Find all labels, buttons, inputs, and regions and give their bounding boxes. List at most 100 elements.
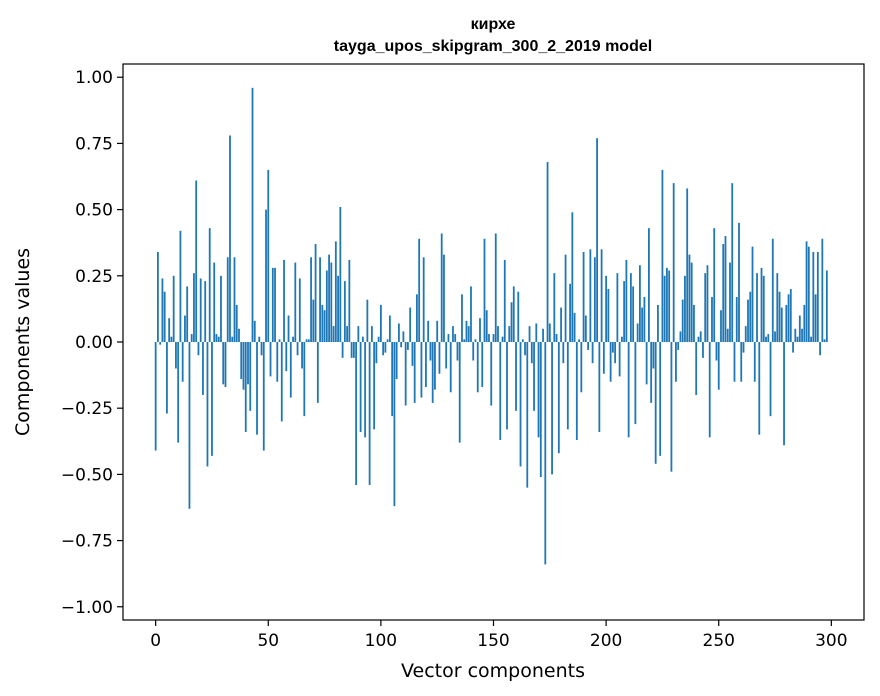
- y-tick-label: 0.25: [75, 267, 113, 287]
- bar: [294, 262, 297, 342]
- bar: [686, 188, 689, 342]
- bar: [765, 336, 767, 342]
- bar: [427, 320, 430, 342]
- bar: [289, 342, 292, 398]
- bar: [175, 342, 177, 369]
- bar: [163, 291, 166, 342]
- bar: [298, 278, 301, 342]
- bar: [805, 241, 808, 342]
- bar: [648, 228, 650, 342]
- bar: [224, 342, 227, 388]
- bar: [720, 310, 722, 342]
- bar: [443, 254, 445, 342]
- bar: [699, 331, 702, 342]
- bar: [517, 291, 520, 342]
- chart-title: кирхе: [471, 16, 516, 33]
- bar: [753, 342, 756, 382]
- bar: [314, 244, 317, 342]
- bar: [555, 334, 558, 342]
- bar: [537, 342, 540, 438]
- bar: [566, 342, 569, 430]
- bar: [553, 273, 556, 342]
- bar: [731, 183, 734, 342]
- bar: [431, 342, 434, 403]
- bar: [260, 342, 263, 356]
- bar: [675, 342, 677, 382]
- bar: [492, 334, 495, 342]
- bar: [711, 296, 713, 342]
- bar: [454, 334, 457, 342]
- bar: [796, 336, 799, 342]
- bar: [639, 265, 641, 342]
- bar: [416, 294, 418, 342]
- bar: [771, 238, 774, 342]
- bar: [220, 275, 222, 342]
- bar: [472, 342, 475, 361]
- bar: [287, 315, 290, 342]
- bar: [693, 304, 695, 342]
- bar: [812, 251, 815, 342]
- bar: [564, 254, 567, 342]
- bar: [368, 342, 371, 485]
- x-tick-label: 300: [815, 631, 847, 651]
- bar: [535, 323, 538, 342]
- bar: [497, 326, 499, 342]
- bar: [262, 342, 265, 451]
- bar: [778, 291, 781, 342]
- bar: [461, 294, 463, 342]
- bar: [591, 342, 594, 364]
- bar: [706, 265, 709, 342]
- bar: [814, 294, 817, 342]
- x-tick-label: 250: [703, 631, 735, 651]
- bar: [654, 342, 657, 464]
- bar: [366, 299, 369, 342]
- bar: [337, 275, 339, 342]
- bar: [645, 342, 648, 385]
- bar: [222, 342, 225, 385]
- bar: [609, 342, 612, 382]
- bar: [316, 342, 319, 403]
- bar: [821, 238, 824, 342]
- bar: [681, 299, 684, 342]
- bar: [301, 342, 303, 369]
- bar: [319, 257, 321, 342]
- bar: [181, 342, 184, 382]
- bar: [546, 161, 549, 342]
- bar: [449, 342, 452, 393]
- bar: [758, 342, 761, 435]
- bar: [724, 236, 727, 342]
- bar: [785, 304, 788, 342]
- bar: [325, 270, 328, 342]
- bar: [202, 342, 204, 395]
- bar: [208, 228, 211, 342]
- y-tick-label: 1.00: [75, 68, 113, 88]
- bar: [296, 342, 299, 356]
- bar: [244, 342, 247, 433]
- bar: [607, 289, 610, 342]
- bar: [211, 342, 213, 456]
- bar: [258, 336, 261, 342]
- bar: [168, 318, 171, 342]
- bar: [269, 342, 272, 377]
- bar: [467, 326, 470, 342]
- bar: [321, 304, 324, 342]
- bar: [825, 270, 828, 342]
- bar: [580, 342, 583, 393]
- bar: [217, 336, 220, 342]
- bar: [407, 342, 409, 350]
- bar: [526, 342, 529, 488]
- bar: [632, 286, 635, 342]
- bar: [792, 342, 794, 353]
- bar: [506, 342, 508, 430]
- bar: [355, 342, 358, 485]
- bar: [280, 342, 283, 422]
- bar: [159, 342, 162, 345]
- bar: [501, 336, 504, 342]
- bar: [384, 342, 387, 353]
- bar: [348, 259, 351, 342]
- bar: [438, 342, 441, 374]
- bar: [596, 138, 598, 342]
- bar: [677, 342, 680, 350]
- bar: [756, 273, 758, 342]
